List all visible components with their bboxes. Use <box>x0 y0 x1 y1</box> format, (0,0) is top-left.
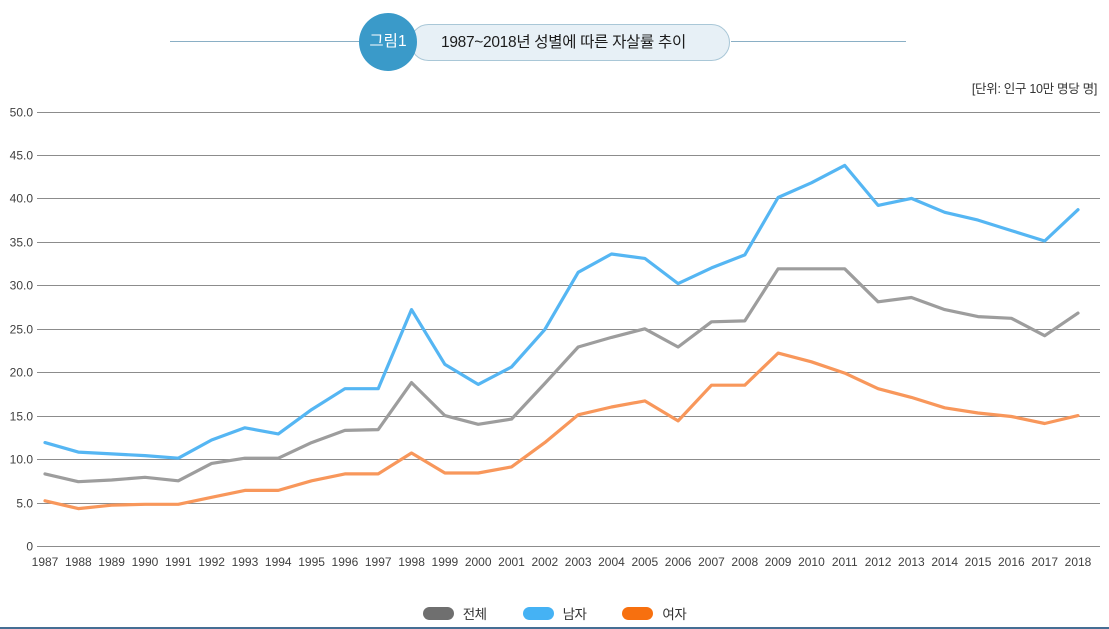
x-axis-tick-label: 2013 <box>898 555 925 569</box>
page-bottom-rule <box>0 627 1109 629</box>
x-axis-tick-label: 2002 <box>531 555 558 569</box>
y-axis-tick-label: 35.0 <box>10 236 34 250</box>
legend-label: 남자 <box>562 607 587 622</box>
figure-title: 1987~2018년 성별에 따른 자살률 추이 <box>441 34 686 51</box>
x-axis-tick-label: 2001 <box>498 555 525 569</box>
x-axis-tick-label: 2004 <box>598 555 625 569</box>
x-axis-tick-label: 2018 <box>1065 555 1092 569</box>
legend-swatch <box>622 606 654 620</box>
series-line-female <box>43 351 1080 511</box>
series-line-total <box>43 267 1080 484</box>
x-axis-tick-label: 2017 <box>1031 555 1058 569</box>
y-axis-tick-label: 45.0 <box>10 149 34 163</box>
x-axis-tick-label: 2009 <box>765 555 792 569</box>
chart-legend: 전체 남자 여자 <box>0 603 1109 623</box>
legend-label: 여자 <box>662 607 687 622</box>
x-axis-tick-label: 1998 <box>398 555 425 569</box>
x-axis-tick-label: 1999 <box>432 555 459 569</box>
y-axis-tick-label: 15.0 <box>10 410 34 424</box>
x-axis-tick-label: 1992 <box>198 555 225 569</box>
legend-label: 전체 <box>462 607 487 622</box>
x-axis-tick-label: 2011 <box>832 555 858 569</box>
x-axis-tick-label: 1988 <box>65 555 92 569</box>
legend-item-female: 여자 <box>622 603 687 623</box>
x-axis-tick-label: 2015 <box>965 555 992 569</box>
y-axis-tick-label: 50.0 <box>10 106 34 120</box>
unit-label: [단위: 인구 10만 명당 명] <box>971 82 1097 96</box>
header-rule-right <box>731 41 906 42</box>
y-axis-tick-label: 40.0 <box>10 192 34 206</box>
figure-title-pill: 1987~2018년 성별에 따른 자살률 추이 <box>410 24 730 61</box>
y-axis-tick-label: 30.0 <box>10 279 34 293</box>
x-axis-tick-label: 2014 <box>931 555 958 569</box>
legend-swatch <box>522 606 554 620</box>
x-axis-tick-label: 1994 <box>265 555 292 569</box>
x-axis-tick-label: 1996 <box>332 555 359 569</box>
legend-swatch <box>422 606 454 620</box>
x-axis-tick-label: 2007 <box>698 555 725 569</box>
x-axis-tick-label: 1997 <box>365 555 392 569</box>
x-axis-tick-label: 2003 <box>565 555 592 569</box>
x-axis-tick-label: 2000 <box>465 555 492 569</box>
header-rule-left <box>170 41 360 42</box>
figure-number-badge: 그림1 <box>359 13 417 71</box>
x-axis-tick-label: 1993 <box>232 555 259 569</box>
legend-item-total: 전체 <box>422 603 487 623</box>
x-axis-tick-label: 1989 <box>98 555 125 569</box>
x-axis-tick-label: 1990 <box>132 555 159 569</box>
x-axis-tick-label: 2010 <box>798 555 825 569</box>
y-axis-tick-label: 25.0 <box>10 323 34 337</box>
x-axis-tick-label: 2012 <box>865 555 892 569</box>
x-axis-tick-label: 1991 <box>165 555 192 569</box>
y-axis-tick-label: 0 <box>26 540 33 554</box>
x-axis-tick-label: 1995 <box>298 555 325 569</box>
legend-item-male: 남자 <box>522 603 587 623</box>
series-line-male <box>43 163 1080 460</box>
y-axis-tick-label: 10.0 <box>10 453 34 467</box>
y-axis-tick-label: 20.0 <box>10 366 34 380</box>
y-axis-tick-label: 5.0 <box>16 497 33 511</box>
x-axis-tick-label: 2005 <box>631 555 658 569</box>
x-axis-tick-label: 2016 <box>998 555 1025 569</box>
x-axis-tick-label: 2008 <box>731 555 758 569</box>
x-axis-tick-label: 2006 <box>665 555 692 569</box>
x-axis-tick-label: 1987 <box>32 555 59 569</box>
